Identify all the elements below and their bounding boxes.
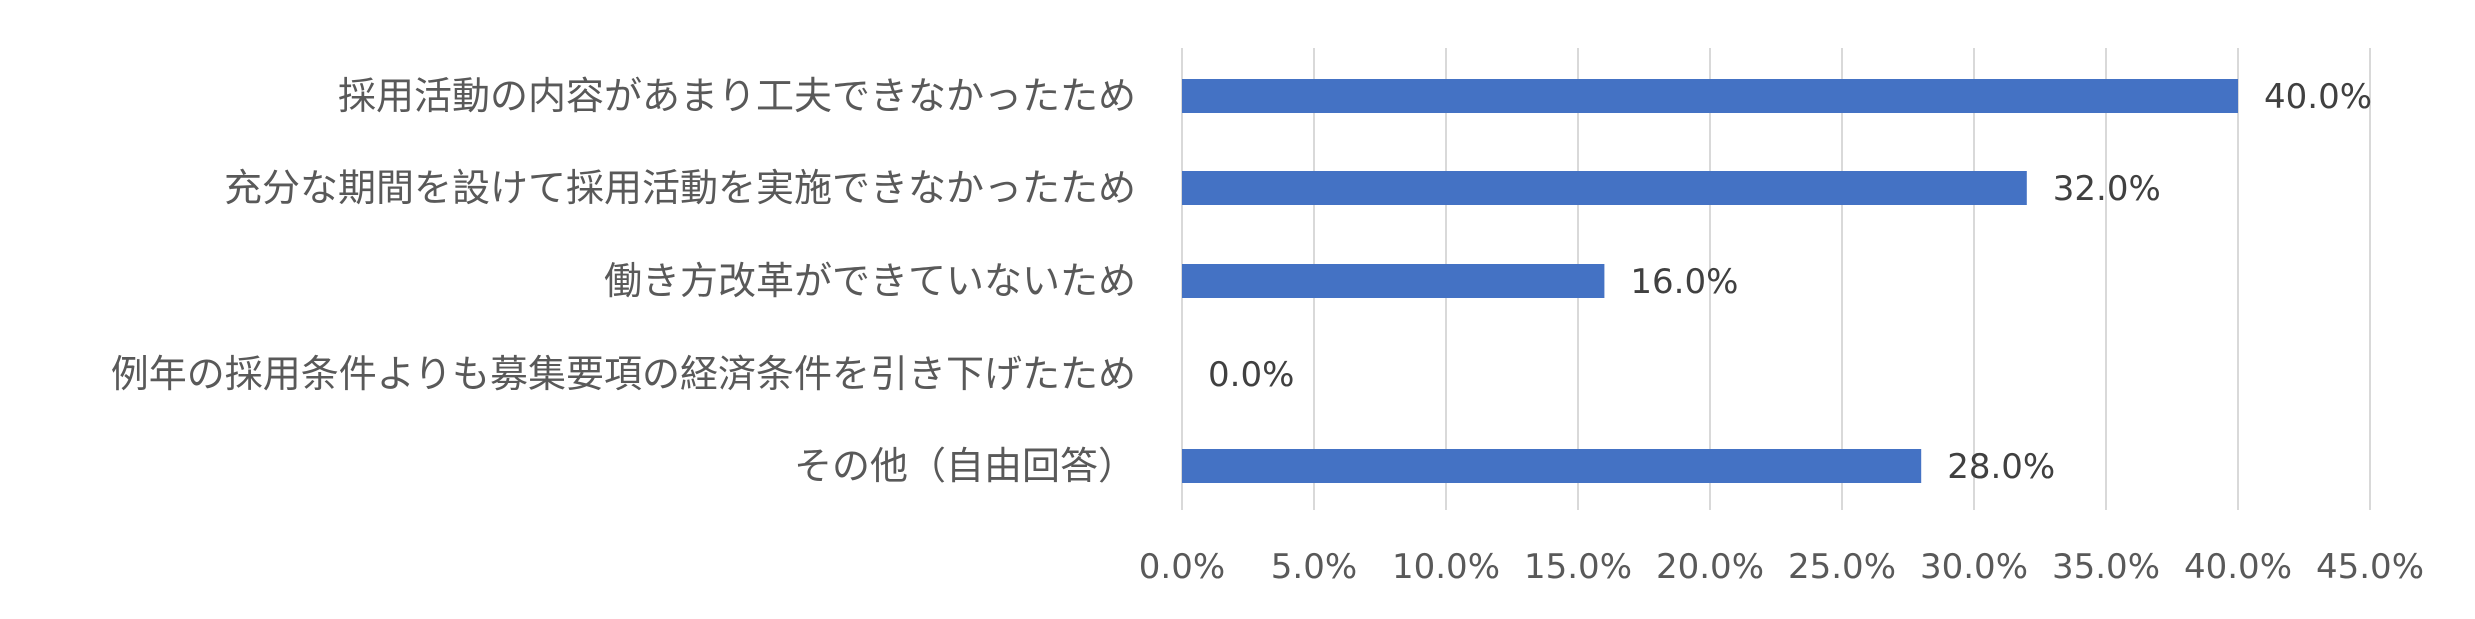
category-labels: 採用活動の内容があまり工夫できなかったため充分な期間を設けて採用活動を実施できな… — [111, 74, 1136, 488]
x-tick-label: 20.0% — [1656, 547, 1764, 587]
category-label: 例年の採用条件よりも募集要項の経済条件を引き下げたため — [111, 352, 1136, 396]
x-tick-label: 10.0% — [1392, 547, 1500, 587]
data-label: 32.0% — [2053, 169, 2161, 209]
gridlines — [1181, 48, 2371, 510]
x-tick-label: 15.0% — [1524, 547, 1632, 587]
data-label: 40.0% — [2264, 77, 2372, 117]
x-tick-label: 30.0% — [1920, 547, 2028, 587]
data-label: 0.0% — [1208, 355, 1294, 395]
category-label: その他（自由回答） — [794, 444, 1136, 488]
data-label: 16.0% — [1630, 262, 1738, 302]
data-labels: 40.0% 32.0% 16.0% 0.0% 28.0% — [1208, 77, 2372, 487]
x-tick-label: 40.0% — [2184, 547, 2292, 587]
data-label: 28.0% — [1947, 447, 2055, 487]
category-label: 採用活動の内容があまり工夫できなかったため — [338, 74, 1136, 118]
x-tick-label: 5.0% — [1271, 547, 1357, 587]
bar — [1182, 79, 2238, 113]
x-tick-label: 0.0% — [1139, 547, 1225, 587]
x-tick-labels: 0.0% 5.0% 10.0% 15.0% 20.0% 25.0% 30.0% 35.0% 40… — [1139, 547, 2424, 587]
x-tick-label: 35.0% — [2052, 547, 2160, 587]
bar — [1182, 171, 2027, 205]
category-label: 働き方改革ができていないため — [604, 259, 1136, 303]
bar — [1182, 264, 1605, 298]
bar — [1182, 449, 1922, 483]
category-label: 充分な期間を設けて採用活動を実施できなかったため — [224, 166, 1136, 210]
x-tick-label: 25.0% — [1788, 547, 1896, 587]
bars — [1182, 79, 2238, 483]
x-tick-label: 45.0% — [2316, 547, 2424, 587]
